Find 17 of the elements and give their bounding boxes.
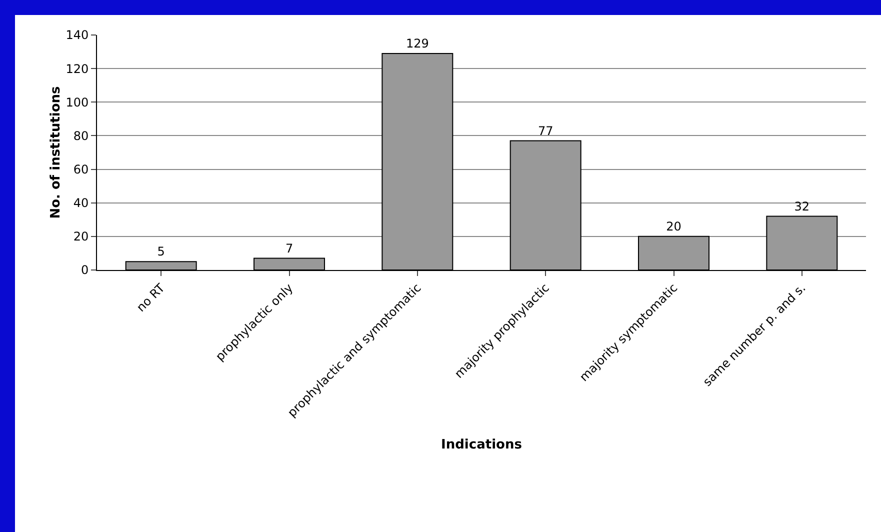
data-label: 32 [794, 199, 810, 214]
y-tick-label: 140 [66, 28, 89, 42]
data-label: 5 [157, 244, 165, 259]
y-tick-label: 40 [73, 196, 89, 210]
y-tick-label: 20 [73, 230, 89, 244]
data-label: 129 [406, 36, 429, 50]
x-axis-title: Indications [441, 437, 522, 452]
y-axis-title: No. of institutions [48, 86, 64, 219]
y-tick-label: 100 [66, 95, 89, 110]
x-tick-label: no RT [134, 280, 168, 314]
y-tick-label: 60 [73, 162, 89, 176]
data-label: 20 [666, 219, 682, 234]
data-label: 77 [538, 124, 554, 138]
data-label: 7 [285, 241, 294, 256]
y-tick-label: 0 [80, 263, 89, 278]
y-tick-label: 80 [73, 128, 89, 143]
y-tick-label: 120 [66, 62, 89, 76]
